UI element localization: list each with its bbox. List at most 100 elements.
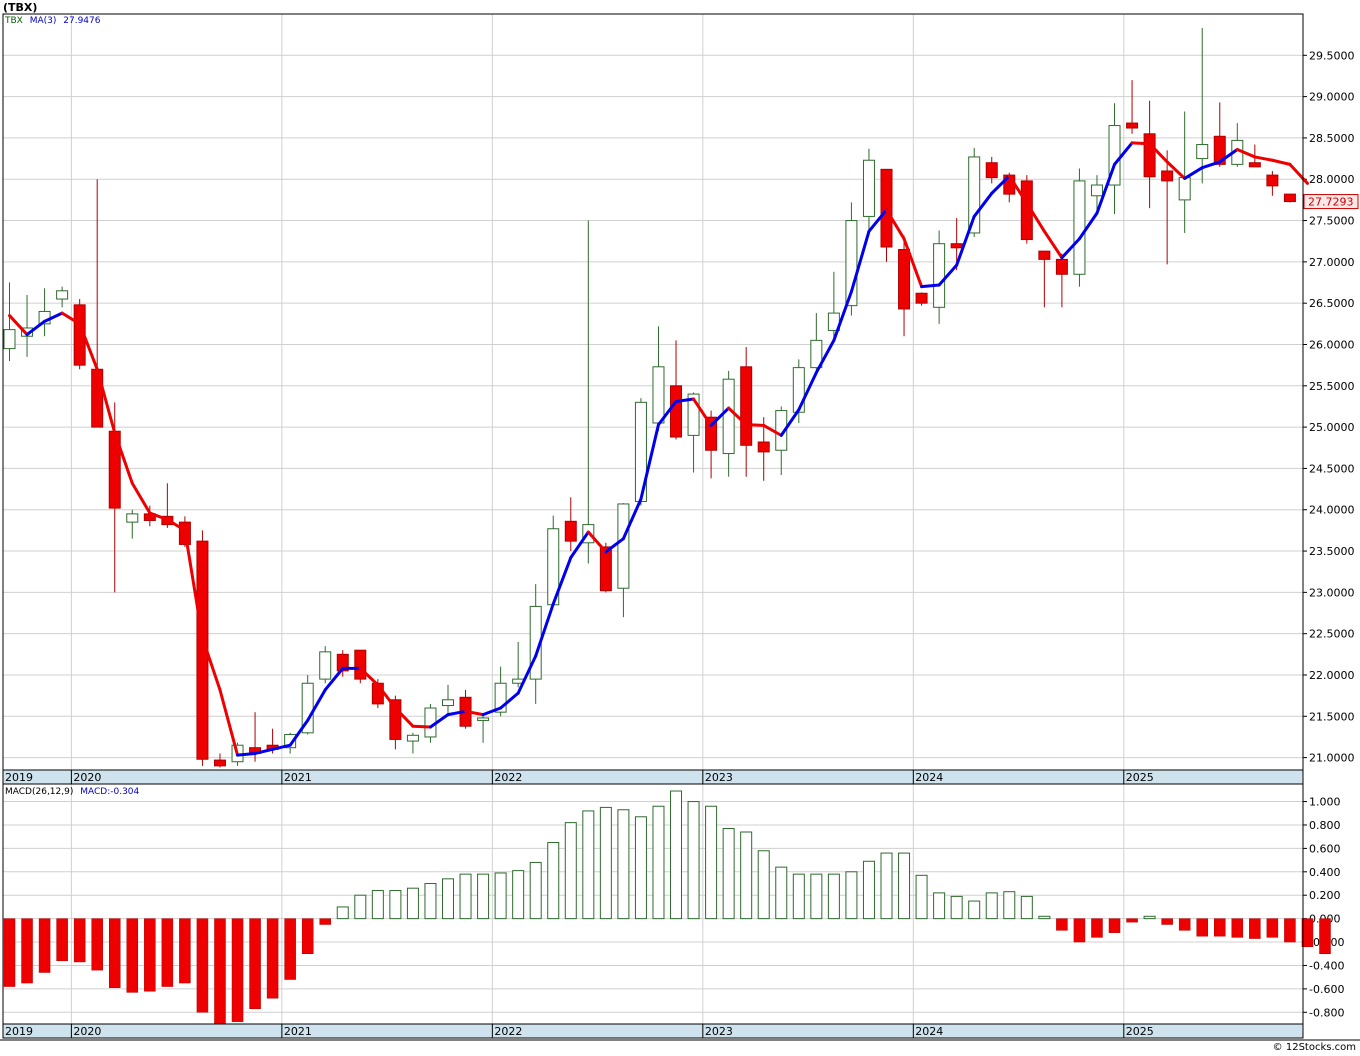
price-tick-label: 24.0000 bbox=[1309, 504, 1355, 517]
candlestick-series bbox=[3, 28, 1296, 768]
ma-segment bbox=[1095, 162, 1117, 215]
ma-segment bbox=[990, 174, 1011, 195]
date-label: 2019 bbox=[5, 771, 33, 784]
candle-body bbox=[1283, 193, 1296, 203]
macd-bar bbox=[1319, 918, 1331, 955]
candle bbox=[898, 235, 911, 337]
ma-segment bbox=[78, 322, 99, 371]
legend-symbol: TBX bbox=[5, 16, 23, 26]
candle-body bbox=[1073, 180, 1086, 275]
candle bbox=[933, 230, 946, 324]
macd-bar bbox=[564, 822, 577, 920]
candle bbox=[21, 294, 34, 357]
price-tick-label: 29.0000 bbox=[1309, 91, 1355, 104]
price-frame bbox=[2, 13, 1304, 771]
candle-body bbox=[1161, 170, 1174, 182]
last-price-marker: 27.7293 bbox=[1303, 194, 1359, 210]
ma-segment bbox=[148, 511, 169, 522]
candle-body bbox=[3, 329, 16, 350]
macd-bar bbox=[652, 805, 665, 920]
candle bbox=[564, 497, 577, 552]
candle bbox=[389, 695, 402, 750]
candle-body bbox=[968, 156, 981, 234]
ma-segment bbox=[1025, 201, 1046, 233]
ma-segment bbox=[271, 743, 292, 751]
ma-segment bbox=[709, 406, 731, 427]
candle bbox=[442, 684, 454, 717]
macd-bar bbox=[670, 790, 683, 920]
candle bbox=[1073, 168, 1086, 287]
candle bbox=[336, 650, 349, 677]
moving-average-line bbox=[8, 141, 1309, 757]
price-tick-label: 21.0000 bbox=[1309, 752, 1355, 765]
date-axis: 2019 2020 2021 2022 2023 2024 2025 2019 2020 2021… bbox=[2, 769, 1304, 1039]
macd-bar bbox=[1126, 918, 1138, 923]
price-tick-label: 26.5000 bbox=[1309, 297, 1355, 310]
macd-tick-label: 0.600 bbox=[1309, 842, 1341, 855]
candle-body bbox=[213, 759, 226, 767]
candle-body bbox=[477, 717, 490, 721]
ma-segment bbox=[516, 654, 538, 695]
candle bbox=[126, 509, 139, 539]
ma-segment bbox=[797, 371, 818, 412]
macd-bar bbox=[354, 894, 367, 920]
candle-body bbox=[1248, 162, 1261, 168]
candle-body bbox=[354, 649, 367, 680]
candle-body bbox=[670, 385, 683, 438]
candle bbox=[740, 346, 753, 477]
date-label: 2023 bbox=[705, 1025, 733, 1038]
candle-body bbox=[862, 159, 875, 217]
ma-segment bbox=[428, 713, 450, 729]
macd-tick-label: -0.800 bbox=[1309, 1006, 1344, 1019]
candle bbox=[1178, 111, 1191, 233]
ma-segment bbox=[832, 290, 853, 342]
macd-bar bbox=[56, 918, 68, 962]
candle bbox=[1055, 253, 1068, 308]
ma-segment bbox=[358, 666, 380, 687]
macd-bar bbox=[529, 861, 542, 920]
macd-bar bbox=[231, 918, 244, 1022]
chart-title: (TBX) bbox=[3, 1, 38, 14]
date-label: 2025 bbox=[1126, 1025, 1154, 1038]
macd-legend: MACD(26,12,9) MACD:-0.304 bbox=[5, 787, 139, 798]
ma-segment bbox=[972, 191, 994, 218]
date-label: 2022 bbox=[494, 771, 522, 784]
macd-bar bbox=[91, 918, 103, 971]
macd-bar bbox=[38, 918, 51, 973]
candle-body bbox=[389, 699, 402, 740]
ma-segment bbox=[762, 423, 783, 437]
candle-body bbox=[985, 162, 998, 179]
macd-bar bbox=[845, 871, 858, 920]
candle-body bbox=[915, 292, 928, 304]
ma-segment bbox=[1253, 155, 1274, 162]
macd-bar bbox=[617, 809, 630, 920]
macd-axis: -0.800-0.600-0.400-0.2000.0000.2000.4000… bbox=[1303, 796, 1344, 1019]
macd-tick-label: 0.800 bbox=[1309, 819, 1341, 832]
macd-bar bbox=[319, 918, 331, 925]
date-label: 2020 bbox=[73, 1025, 101, 1038]
ma-segment bbox=[656, 400, 678, 427]
ma-segment bbox=[955, 214, 976, 267]
date-label: 2021 bbox=[284, 771, 312, 784]
candle bbox=[652, 326, 665, 432]
ma-segment bbox=[253, 747, 275, 755]
candle-body bbox=[1038, 250, 1051, 260]
candle bbox=[1161, 150, 1174, 265]
candle bbox=[459, 689, 472, 729]
candle-body bbox=[1090, 184, 1103, 197]
ma-segment bbox=[306, 688, 327, 722]
ma-segment bbox=[113, 431, 134, 485]
macd-bar bbox=[1091, 918, 1103, 938]
ma-segment bbox=[130, 481, 152, 515]
macd-bar bbox=[810, 873, 823, 920]
ma-segment bbox=[779, 408, 801, 437]
candle bbox=[705, 410, 718, 479]
macd-bar bbox=[1301, 918, 1314, 947]
ma-segment bbox=[236, 751, 257, 757]
macd-bar bbox=[933, 892, 946, 920]
ma-segment bbox=[639, 423, 660, 501]
macd-bar bbox=[898, 852, 911, 920]
candle bbox=[213, 753, 226, 768]
ma-segment bbox=[43, 311, 64, 323]
ma-segment bbox=[586, 530, 608, 554]
